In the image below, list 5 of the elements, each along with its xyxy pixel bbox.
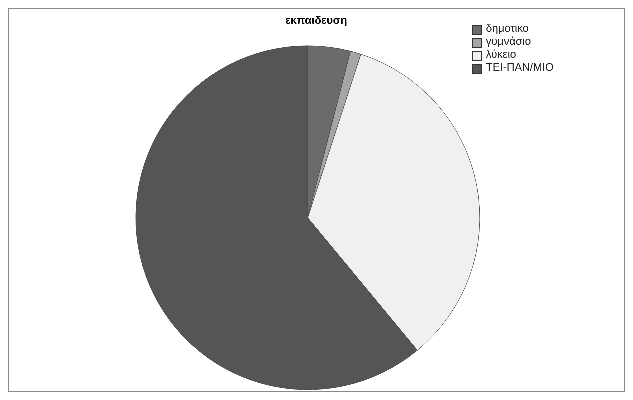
legend-label: δημοτικο — [486, 23, 529, 36]
chart-title: εκπαιδευση — [286, 15, 348, 27]
slice-label: λύκειο — [486, 49, 516, 62]
legend-label: γυμνάσιο — [486, 36, 532, 49]
legend-label: ΤΕΙ-ΠΑΝ/ΜΙΟ — [486, 62, 554, 75]
